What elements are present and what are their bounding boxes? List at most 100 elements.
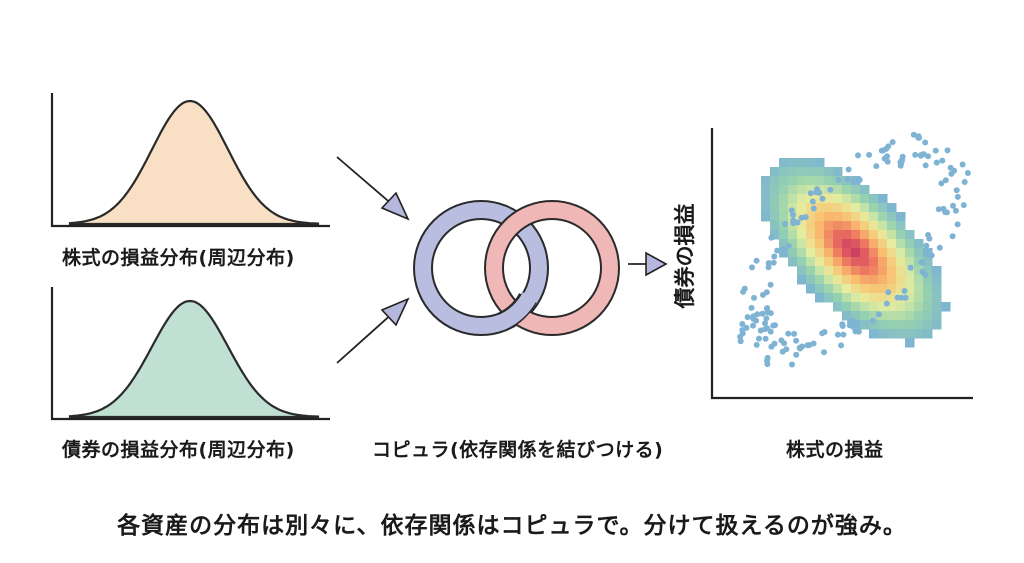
density-cell — [842, 221, 852, 231]
density-cell — [770, 212, 780, 222]
scatter-point — [923, 242, 930, 249]
density-cell — [824, 176, 834, 186]
scatter-point — [952, 207, 959, 214]
density-cell — [887, 212, 897, 222]
density-cell — [815, 248, 825, 258]
density-cell — [860, 230, 870, 240]
density-cell — [833, 248, 843, 258]
scatter-point — [902, 294, 909, 301]
scatter-point — [954, 221, 961, 228]
scatter-point — [810, 340, 817, 347]
density-cell — [887, 293, 897, 303]
density-cell — [878, 311, 888, 321]
joint-x-axis-label: 株式の損益 — [786, 439, 884, 461]
scatter-point — [753, 317, 760, 324]
density-cell — [824, 239, 834, 249]
scatter-point — [844, 176, 851, 183]
density-cell — [860, 203, 870, 213]
density-cell — [806, 257, 816, 267]
scatter-point — [881, 155, 888, 162]
density-cell — [869, 239, 879, 249]
density-cell — [824, 248, 834, 258]
density-cell — [833, 167, 843, 177]
density-cell — [851, 212, 861, 222]
scatter-point — [819, 195, 826, 202]
density-cell — [869, 275, 879, 285]
scatter-point — [849, 317, 856, 324]
scatter-point — [835, 176, 842, 183]
density-cell — [869, 194, 879, 204]
density-cell — [914, 329, 924, 339]
scatter-point — [790, 217, 797, 224]
scatter-point — [761, 326, 768, 333]
density-cell — [842, 257, 852, 267]
scatter-point — [834, 331, 841, 338]
scatter-point — [804, 342, 811, 349]
density-cell — [842, 248, 852, 258]
density-cell — [833, 230, 843, 240]
density-cell — [806, 275, 816, 285]
scatter-point — [780, 246, 787, 252]
density-cell — [923, 302, 933, 312]
density-cell — [797, 158, 807, 168]
density-cell — [770, 167, 780, 177]
density-cell — [896, 248, 906, 258]
density-cell — [815, 167, 825, 177]
density-cell — [833, 212, 843, 222]
density-cell — [851, 293, 861, 303]
density-cell — [842, 239, 852, 249]
density-cell — [896, 266, 906, 276]
density-cell — [815, 284, 825, 294]
scatter-point — [855, 328, 862, 335]
scatter-point — [816, 189, 823, 196]
scatter-point — [933, 159, 940, 166]
density-cell — [887, 248, 897, 258]
density-cell — [797, 257, 807, 267]
scatter-point — [774, 247, 781, 254]
interlocked-rings-icon — [413, 200, 620, 336]
density-cell — [905, 338, 915, 348]
bond-distribution-label: 債券の損益分布(周辺分布) — [62, 439, 295, 461]
density-cell — [905, 248, 915, 258]
stock-distribution-label: 株式の損益分布(周辺分布) — [62, 247, 295, 269]
density-cell — [860, 221, 870, 231]
density-cell — [860, 194, 870, 204]
scatter-point — [793, 337, 800, 344]
scatter-point — [942, 177, 949, 184]
density-cell — [887, 311, 897, 321]
density-cell — [824, 212, 834, 222]
density-cell — [851, 284, 861, 294]
density-cell — [779, 239, 789, 249]
density-cell — [770, 203, 780, 213]
density-cell — [851, 275, 861, 285]
scatter-point — [944, 147, 951, 154]
density-cell — [761, 203, 771, 213]
density-cell — [770, 194, 780, 204]
scatter-point — [889, 139, 896, 146]
density-cell — [797, 266, 807, 276]
density-cell — [932, 266, 942, 276]
scatter-point — [827, 186, 834, 193]
density-cell — [869, 266, 879, 276]
density-cell — [887, 203, 897, 213]
density-cell — [761, 212, 771, 222]
density-cell — [914, 302, 924, 312]
density-cell — [860, 320, 870, 330]
density-cell — [923, 266, 933, 276]
scatter-point — [764, 361, 771, 368]
density-cell — [878, 320, 888, 330]
density-cell — [905, 284, 915, 294]
scatter-point — [873, 163, 880, 170]
density-cell — [842, 266, 852, 276]
density-cell — [932, 284, 942, 294]
density-cell — [824, 194, 834, 204]
density-cell — [779, 212, 789, 222]
density-cell — [833, 284, 843, 294]
density-cell — [878, 275, 888, 285]
density-cell — [869, 293, 879, 303]
scatter-point — [928, 252, 935, 259]
density-cell — [896, 257, 906, 267]
density-cell — [788, 248, 798, 258]
density-cell — [770, 185, 780, 195]
density-cell — [779, 185, 789, 195]
